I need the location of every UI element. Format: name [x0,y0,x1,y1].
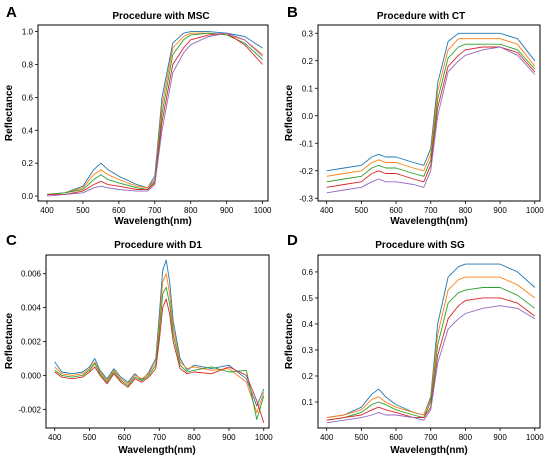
panel-a-series-line [46,32,263,197]
panel-a-ytick-label: 1.0 [22,28,34,37]
panel-a-series-line [46,32,263,195]
panel-a-plot-frame [37,24,269,202]
panel-a-ytick-label: 0.6 [22,93,34,102]
panel-c-ytick-label: 0.006 [21,270,42,279]
panel-d-ytick-label: 0.5 [302,294,314,303]
panel-c-xtick-label: 1000 [255,433,273,442]
panel-d-ytick-label: 0.1 [302,398,314,407]
panel-c-title: Procedure with D1 [114,240,202,251]
panel-c-ytick-label: -0.002 [18,405,41,414]
panel-a-series-line [46,32,263,195]
panel-a-xtick-label: 700 [148,206,162,215]
panel-d-series-line [326,287,536,421]
panel-b-xlabel: Wavelength(nm) [390,216,467,227]
panel-d-xtick-label: 400 [320,433,334,442]
panel-b-letter: B [287,4,298,21]
panel-b-ytick-label: 0.2 [302,57,314,66]
panel-b-series-line [326,32,536,172]
panel-c-xtick-label: 500 [83,433,97,442]
panel-a-ylabel: Reflectance [4,84,15,141]
panel-b-xtick-label: 500 [355,206,369,215]
panel-a: A Procedure with MSC 400 500 600 700 800 900 1… [4,4,272,227]
panel-a-xtick-label: 600 [112,206,126,215]
panel-b-series-line [326,46,536,194]
panel-b-series-line [326,38,536,177]
panel-a-xtick-label: 500 [76,206,90,215]
panel-d-title: Procedure with SG [375,240,465,251]
panel-d-xtick-label: 700 [424,433,438,442]
panel-a-ytick-label: 0.2 [22,159,34,168]
panel-d-ylabel: Reflectance [284,312,295,369]
panel-d-xtick-label: 1000 [526,433,544,442]
panel-c-ytick-label: 0.004 [21,304,42,313]
panel-d-series-line [326,297,536,421]
panel-a-xtick-label: 1000 [254,206,272,215]
panel-b-plot-area: 400 500 600 700 800 900 1000 -0.3 -0.2 -0.1 0.0 0.1… [299,29,544,215]
panel-c-xlabel: Wavelength(nm) [118,445,195,456]
panel-c-series-line [54,259,265,407]
panel-d-plot-frame [317,254,541,429]
panel-a-xtick-label: 900 [220,206,234,215]
panel-c-series-line [54,286,265,420]
panel-d-xlabel: Wavelength(nm) [390,445,467,456]
panel-d-ytick-label: 0.3 [302,346,314,355]
panel-d-xtick-label: 600 [389,433,403,442]
panel-a-ytick-label: 0.0 [22,192,34,201]
panel-d-letter: D [287,232,298,249]
panel-a-ytick-label: 0.8 [22,60,34,69]
panel-b-ytick-label: -0.2 [299,167,313,176]
panel-b-ylabel: Reflectance [284,84,295,141]
panel-c-ytick-label: 0.000 [21,371,42,380]
panel-c-xtick-label: 700 [153,433,167,442]
panel-d-ytick-label: 0.6 [302,268,314,277]
panel-c-xtick-label: 600 [118,433,132,442]
panel-d-series-line [326,305,536,424]
panel-b-xtick-label: 900 [493,206,507,215]
panel-c-ylabel: Reflectance [4,312,15,369]
panel-a-title: Procedure with MSC [112,11,209,22]
panel-a-ytick-label: 0.4 [22,126,34,135]
panel-b: B Procedure with CT 400 500 600 700 800 900 10… [284,4,544,227]
panel-c-xtick-label: 400 [48,433,62,442]
panel-c-ytick-label: 0.002 [21,338,42,347]
panel-c-series-line [54,298,265,424]
panel-c-plot-area: 400 500 600 700 800 900 1000 -0.002 0.000 0.002 0.… [18,259,273,442]
panel-b-ytick-label: 0.3 [302,29,314,38]
panel-a-series-line [47,32,263,195]
panel-b-xtick-label: 700 [424,206,438,215]
panel-c-xtick-label: 800 [187,433,201,442]
panel-a-plot-area: 400 500 600 700 800 900 1000 0.0 0.2 0.4 0.6 0.8 1.0 [22,28,272,215]
panel-d-series-line [326,263,536,419]
panel-d-plot-area: 400 500 600 700 800 900 1000 0.1 0.2 0.3 0.4 0.5 0.6 [302,263,544,442]
panel-d-series-line [326,276,536,419]
panel-b-series-line [326,43,536,183]
panel-b-xtick-label: 600 [389,206,403,215]
panel-c-letter: C [6,232,17,249]
panel-b-title: Procedure with CT [377,11,465,22]
panel-b-xtick-label: 400 [320,206,334,215]
panel-a-xtick-label: 800 [184,206,198,215]
panel-d-ytick-label: 0.4 [302,320,314,329]
panel-b-series-line [326,46,536,188]
panel-b-ytick-label: 0.0 [302,112,314,121]
panel-b-ytick-label: 0.1 [302,84,314,93]
panel-b-xtick-label: 1000 [526,206,544,215]
panel-b-ytick-label: -0.3 [299,194,313,203]
panel-d-xtick-label: 500 [355,433,369,442]
panel-a-xtick-label: 400 [40,206,54,215]
panel-d-ytick-label: 0.2 [302,372,314,381]
panel-d-xtick-label: 900 [493,433,507,442]
panel-b-ytick-label: -0.1 [299,139,313,148]
panel-a-letter: A [6,4,17,21]
panel-d: D Procedure with SG 400 500 600 700 800 900 10… [284,232,544,456]
panel-b-plot-frame [317,24,541,202]
panel-a-series-line [46,31,263,195]
panel-b-xtick-label: 800 [459,206,473,215]
panel-d-xtick-label: 800 [459,433,473,442]
panel-a-xlabel: Wavelength(nm) [114,216,191,227]
panel-c-xtick-label: 900 [222,433,236,442]
panel-c: C Procedure with D1 400 500 600 700 800 900 10… [4,232,273,456]
